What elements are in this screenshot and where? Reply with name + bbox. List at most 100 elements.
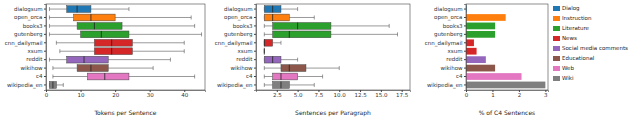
y-tick-label: open_orca [224,14,252,21]
legend-swatch [553,16,560,21]
whisker-high [306,68,339,69]
cap-low [49,7,50,11]
cap-high [184,49,185,53]
legend-swatch [553,36,560,41]
y-tick: open_orca [224,14,256,21]
y-tick-label: reddit [446,56,463,62]
box [273,73,298,80]
whisker-high [331,34,398,35]
box [74,14,115,21]
box [87,73,128,80]
y-tick-mark [44,42,46,43]
x-tick-label: 2 [518,92,522,98]
whisker-high [273,42,281,43]
median [272,14,273,21]
figure: 010203040dialogsumopen_orcabooks3gutenbe… [0,0,640,118]
x-tick-label: 0 [465,92,469,98]
y-tick: open_orca [434,14,466,21]
cap-low [59,49,60,53]
y-tick-mark [44,51,46,52]
y-tick-mark [254,25,256,26]
whisker-low [49,17,73,18]
box [67,6,91,13]
box [81,31,129,38]
median [264,48,265,55]
x-tick: 2 [518,90,522,98]
median [280,73,281,80]
y-tick-mark [254,34,256,35]
x-tick-label: 20 [112,92,119,98]
whisker-high [132,42,184,43]
x-tick-label: 15.0 [375,92,388,98]
median [52,82,53,89]
box [94,48,132,55]
median [289,31,290,38]
y-tick-label: cnn_dailymail [215,40,253,47]
marks [466,6,545,89]
whisker-high [122,25,195,26]
box [264,56,281,63]
cap-low [49,24,50,28]
cap-low [264,83,265,87]
y-tick-label: gutenberg [434,31,463,38]
y-tick-mark [44,76,46,77]
y-tick: gutenberg [224,31,256,38]
median [111,48,112,55]
x-tick: 0 [465,90,469,98]
y-tick-mark [464,59,466,60]
x-axis: 0 10 20 30 40 [45,90,206,98]
y-tick-label: wikihow [440,65,463,71]
x-tick: 30 [147,90,154,98]
y-tick: books3 [443,23,466,29]
cap-high [322,75,323,79]
whisker-high [129,76,195,77]
y-tick-label: dialogsum [224,6,252,13]
whisker-low [264,76,272,77]
y-tick-label: books3 [23,23,43,29]
x-tick-label: 40 [181,92,188,98]
cap-high [397,32,398,36]
y-tick-mark [254,59,256,60]
y-tick: wikipedia_en [217,82,256,89]
x-axis-title: % of C4 Sentences [479,109,535,116]
y-tick: wikihow [20,65,46,71]
y-tick-label: open_orca [434,14,462,21]
whisker-low [264,84,272,85]
y-tick-label: xsum [28,48,43,54]
x-axis-line [467,91,549,93]
y-tick-label: reddit [236,56,253,62]
x-tick: 1 [491,90,495,98]
cap-high [170,58,171,62]
cap-low [49,32,50,36]
y-tick: reddit [26,56,46,62]
panel: 0123dialogsumopen_orcabooks3gutenbergcnn… [425,4,628,116]
bar [466,82,545,89]
y-tick: open_orca [14,14,46,21]
x-axis: 2.55.07.510.012.515.017.5 [257,90,411,98]
x-tick: 17.5 [396,90,409,98]
y-tick: cnn_dailymail [425,40,466,47]
y-tick: c4 [36,73,46,79]
box [264,6,281,13]
box [77,23,122,30]
whisker-low [53,76,88,77]
panel: 010203040dialogsumopen_orcabooks3gutenbe… [5,4,206,117]
median [77,6,78,13]
cap-low [264,66,265,70]
y-tick: dialogsum [224,6,256,13]
x-tick: 2.5 [273,90,282,98]
median [90,65,91,72]
cap-high [153,66,154,70]
median [104,73,105,80]
legend-swatch [553,66,560,71]
x-tick: 10 [78,90,85,98]
x-tick: 10.0 [334,90,347,98]
box [94,39,132,46]
legend-label: Instruction [562,15,592,21]
marks [264,6,397,89]
legend-label: News [562,35,577,41]
x-tick-label: 0 [45,92,49,98]
y-tick: books3 [23,23,46,29]
x-tick: 12.5 [354,90,367,98]
box [281,65,306,72]
